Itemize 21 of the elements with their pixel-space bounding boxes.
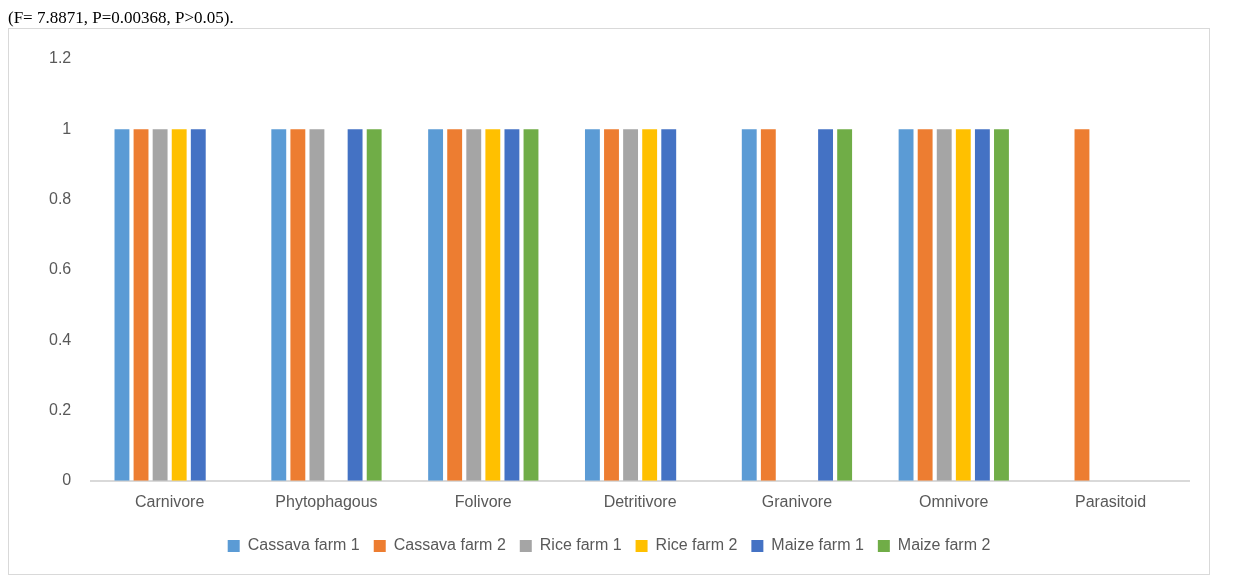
y-tick-label: 0 [62,471,72,489]
legend-label: Cassava farm 2 [393,536,506,554]
x-tick-label: Carnivore [134,492,205,510]
legend-label: Rice farm 1 [539,536,622,554]
legend-label: Rice farm 2 [655,536,738,554]
y-tick-label: 0.8 [48,190,72,208]
y-tick-label: 1 [62,119,72,137]
x-tick-label: Parasitoid [1075,492,1147,510]
y-tick-label: 0.4 [48,330,72,348]
x-tick-label: Detritivore [603,492,677,510]
x-tick-label: Granivore [761,492,833,510]
legend-label: Maize farm 1 [771,536,864,554]
y-tick-label: 0.2 [48,400,72,418]
y-tick-label: 0.6 [48,260,72,278]
x-tick-label: Folivore [454,492,512,510]
legend-label: Maize farm 2 [897,536,991,554]
text: (F= 7.8871, P=0.00368, P>0.05). [8,8,235,28]
x-tick-label: Phytophagous [275,492,378,510]
legend-label: Cassava farm 1 [247,536,360,554]
x-tick-label: Omnivore [919,492,989,510]
y-tick-label: 1.2 [48,49,72,67]
